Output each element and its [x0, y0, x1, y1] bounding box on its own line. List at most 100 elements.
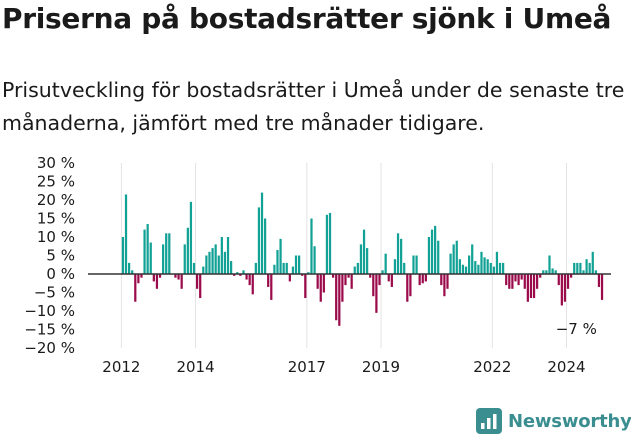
x-tick-label: 2014 [176, 358, 214, 376]
bar [307, 272, 310, 274]
x-axis-labels: 2012 2014 2017 2019 2022 2024 [102, 358, 585, 376]
bar [474, 261, 477, 274]
bar [412, 255, 415, 274]
bar [520, 274, 523, 280]
y-tick-label: −5 % [34, 284, 75, 302]
bar [449, 253, 452, 274]
bar [486, 259, 489, 274]
bar [131, 270, 134, 274]
bar [566, 274, 570, 289]
y-axis-labels: 30 %25 %20 %15 %10 %5 %0 %−5 %−10 %−15 %… [24, 154, 75, 357]
bar [230, 261, 233, 274]
bar [498, 262, 502, 274]
bar [409, 274, 412, 297]
bar [585, 259, 588, 274]
bar [192, 262, 196, 274]
bar [267, 274, 270, 287]
bar [208, 251, 211, 274]
bar [545, 270, 548, 274]
bar [332, 274, 335, 278]
bar [594, 270, 597, 274]
bar [505, 274, 508, 286]
bar [338, 274, 341, 326]
bar [356, 262, 359, 274]
bar [199, 274, 202, 299]
x-tick-label: 2012 [102, 358, 140, 376]
y-tick-label: −10 % [24, 302, 75, 320]
bar [375, 274, 378, 313]
bar [279, 238, 282, 274]
bar [310, 218, 313, 274]
bar [313, 246, 316, 274]
bar [214, 244, 217, 274]
bar [242, 270, 245, 274]
bar [495, 251, 499, 274]
bar [560, 274, 563, 306]
bar [149, 242, 152, 274]
bar [600, 274, 604, 300]
bar-chart: 30 %25 %20 %15 %10 %5 %0 %−5 %−10 %−15 %… [24, 154, 611, 376]
bar [341, 274, 344, 302]
bar [415, 255, 418, 274]
bar [236, 272, 239, 274]
bar [591, 251, 594, 274]
bar [264, 218, 267, 274]
newsworthy-logo[interactable]: Newsworthy [476, 404, 631, 438]
bar [233, 274, 236, 276]
bar [384, 253, 387, 274]
bar [443, 274, 446, 297]
bar [301, 274, 304, 276]
bar [143, 229, 146, 274]
bar [223, 251, 227, 274]
bar [390, 274, 393, 287]
bar [570, 274, 573, 278]
bar [529, 274, 533, 299]
bar [174, 274, 177, 278]
bar [514, 274, 517, 282]
bar [440, 274, 443, 286]
bar [353, 266, 356, 274]
bar [372, 274, 375, 297]
bar [248, 274, 251, 286]
bar [468, 255, 471, 274]
bar [168, 233, 171, 274]
bar [502, 262, 505, 274]
y-tick-label: 25 % [37, 173, 75, 191]
bar [335, 274, 338, 321]
bar [430, 229, 434, 274]
bar [446, 274, 449, 289]
bar [366, 248, 369, 274]
bar [196, 274, 199, 289]
x-tick-label: 2022 [473, 358, 511, 376]
bar [146, 224, 149, 274]
chart-title: Priserna på bostadsrätter sjönk i Umeå [2, 2, 612, 35]
bar [205, 255, 208, 274]
bar [276, 249, 279, 274]
bar [319, 274, 322, 302]
bar [393, 259, 397, 274]
bar [492, 266, 495, 274]
y-tick-label: 30 % [37, 154, 75, 172]
bar [387, 274, 390, 282]
bar [517, 274, 520, 286]
bar [471, 244, 474, 274]
bar [294, 255, 298, 274]
bar [128, 262, 131, 274]
bar [325, 214, 329, 274]
bar [369, 274, 372, 278]
bar [285, 262, 288, 274]
bar [186, 227, 189, 274]
bar [183, 244, 186, 274]
bar [298, 255, 301, 274]
bar [165, 233, 168, 274]
bar [239, 274, 242, 276]
chart-bars-icon [476, 408, 502, 434]
bar [245, 274, 248, 280]
bar [270, 274, 273, 300]
bar [124, 194, 128, 274]
bar [403, 262, 406, 274]
bar [189, 201, 193, 274]
y-tick-label: 20 % [37, 191, 75, 209]
bar [347, 274, 350, 278]
bar [597, 274, 601, 287]
